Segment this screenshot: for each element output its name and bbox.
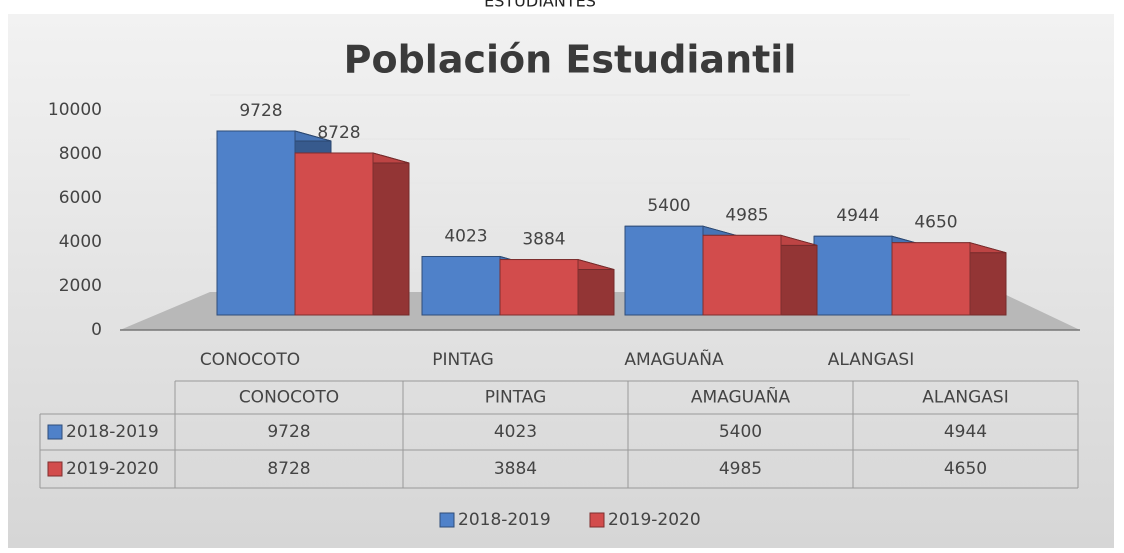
value-label: 9728 <box>239 101 282 121</box>
value-label: 3884 <box>522 230 565 250</box>
chart-title: Población Estudiantil <box>344 38 797 82</box>
bar <box>294 152 374 316</box>
bar <box>813 235 893 316</box>
y-tick-label: 8000 <box>59 144 102 164</box>
table-cell: 4023 <box>494 422 537 442</box>
table-header: AMAGUAÑA <box>691 386 791 408</box>
x-tick-label: AMAGUAÑA <box>624 348 724 370</box>
table-legend-key <box>47 424 63 440</box>
bar-side <box>780 234 818 316</box>
legend-key <box>589 512 605 528</box>
table-header: ALANGASI <box>922 388 1008 408</box>
bar <box>499 259 579 316</box>
value-label: 5400 <box>647 196 690 216</box>
y-tick-label: 10000 <box>48 100 102 120</box>
table-row-label: 2019-2020 <box>66 459 159 479</box>
bar <box>624 225 704 316</box>
caption: ESTUDIANTES <box>484 0 596 11</box>
table-header: CONOCOTO <box>239 388 339 408</box>
value-label: 4023 <box>444 226 487 246</box>
bar-side <box>969 242 1007 316</box>
table-cell: 4985 <box>719 459 762 479</box>
table-legend-key <box>47 461 63 477</box>
bar <box>891 242 971 316</box>
y-tick-label: 0 <box>91 320 102 340</box>
x-tick-label: PINTAG <box>432 350 494 370</box>
value-label: 4650 <box>914 213 957 233</box>
y-tick-label: 4000 <box>59 232 102 252</box>
table-cell: 4650 <box>944 459 987 479</box>
bar <box>702 234 782 316</box>
bar <box>421 255 501 316</box>
legend-label: 2018-2019 <box>458 510 551 530</box>
table-cell: 3884 <box>494 459 537 479</box>
table-row-label: 2018-2019 <box>66 422 159 442</box>
table-cell: 5400 <box>719 422 762 442</box>
legend-label: 2019-2020 <box>608 510 701 530</box>
x-tick-label: CONOCOTO <box>200 350 300 370</box>
value-label: 8728 <box>317 123 360 143</box>
legend-key <box>439 512 455 528</box>
table-header: PINTAG <box>485 388 547 408</box>
y-tick-label: 2000 <box>59 276 102 296</box>
bar-side <box>372 152 410 316</box>
table-cell: 4944 <box>944 422 987 442</box>
y-tick-label: 6000 <box>59 188 102 208</box>
table-cell: 9728 <box>267 422 310 442</box>
table-cell: 8728 <box>267 459 310 479</box>
bar <box>216 130 296 316</box>
value-label: 4944 <box>836 206 879 226</box>
value-label: 4985 <box>725 205 768 225</box>
x-tick-label: ALANGASI <box>828 350 914 370</box>
